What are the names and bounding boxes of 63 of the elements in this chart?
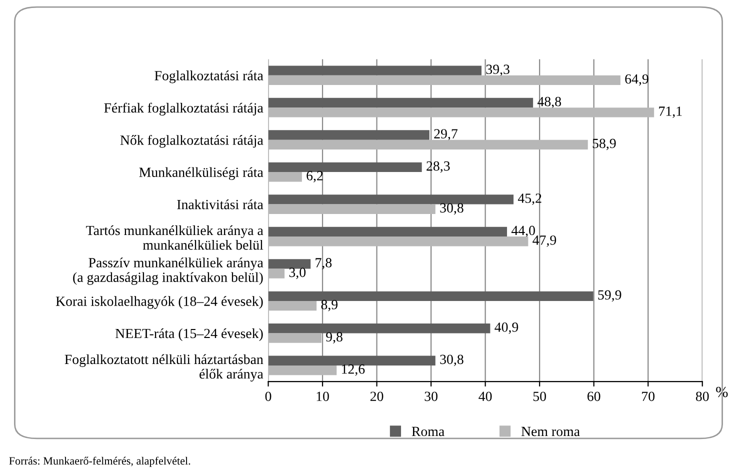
x-tick-label: 40 <box>478 392 492 402</box>
bar <box>268 236 528 246</box>
bar <box>268 194 514 204</box>
bar <box>268 162 422 172</box>
bar <box>268 324 490 334</box>
data-label: 48,8 <box>538 96 562 108</box>
data-label: 29,7 <box>434 129 458 140</box>
data-label: 30,8 <box>440 203 464 215</box>
data-label: 47,9 <box>532 236 556 247</box>
bar <box>268 130 430 140</box>
bar <box>268 172 302 182</box>
y-tick-label: Férfiak foglalkoztatási rátája <box>104 102 264 116</box>
bar <box>268 75 620 86</box>
x-tick-label: 30 <box>424 392 438 402</box>
data-label: 58,9 <box>592 138 616 150</box>
y-tick-label: Korai iskolaelhagyók (18–24 évesek) <box>56 296 263 309</box>
data-label: 6,2 <box>306 171 323 182</box>
data-label: 28,3 <box>426 161 450 173</box>
data-label: 64,9 <box>625 74 648 86</box>
y-tick-label: Passzív munkanélküliek aránya (a gazdaságilag inaktívakon belül) <box>73 258 264 285</box>
x-axis-title: % <box>716 386 728 398</box>
bar <box>268 356 436 366</box>
data-label: 9,8 <box>326 332 342 344</box>
x-tick-label: 60 <box>587 392 600 402</box>
bar <box>268 268 285 278</box>
data-label: 7,8 <box>316 258 332 270</box>
bar <box>268 98 534 108</box>
x-tick-label: 50 <box>533 392 546 402</box>
x-tick-label: 0 <box>265 392 272 402</box>
bar <box>268 108 654 118</box>
data-label: 40,9 <box>494 322 518 334</box>
y-tick-label: Tartós munkanélküliek aránya a munkanélküliek belül <box>86 225 264 250</box>
bar <box>268 333 322 343</box>
data-label: 45,2 <box>518 194 542 205</box>
bar <box>268 365 337 376</box>
data-label: 30,8 <box>440 354 464 366</box>
data-label: 8,9 <box>321 300 338 312</box>
bar <box>268 204 436 214</box>
y-tick-label: Foglalkoztatási ráta <box>154 70 264 84</box>
data-label: 3,0 <box>289 268 306 280</box>
data-label: 59,9 <box>598 290 622 302</box>
x-tick-label: 80 <box>696 392 709 402</box>
bar <box>268 66 482 76</box>
y-tick-label: Munkanélküliségi ráta <box>139 167 264 180</box>
y-tick-label: Foglalkoztatott nélküli háztartásban élők aránya <box>64 354 264 382</box>
text: Forrás: Munkaerő-felmérés, alapfelvétel. <box>9 456 190 467</box>
data-label: 44,0 <box>511 226 535 238</box>
x-tick-label: 20 <box>370 392 384 402</box>
y-tick-label: Inaktivitási ráta <box>177 199 264 210</box>
legend-label: Nem roma <box>521 426 580 436</box>
bar <box>268 300 317 311</box>
bar <box>268 140 588 150</box>
x-tick-label: 70 <box>642 392 655 402</box>
y-tick-label: Nők foglalkoztatási rátája <box>120 134 264 148</box>
bar <box>268 226 508 237</box>
x-tick-label: 10 <box>316 392 329 402</box>
data-label: 71,1 <box>659 106 682 118</box>
bar <box>268 291 594 301</box>
data-label: 12,6 <box>342 364 365 376</box>
legend-label: Roma <box>412 426 444 436</box>
y-tick-label: NEET-ráta (15–24 évesek) <box>115 328 263 342</box>
bar <box>268 259 311 269</box>
data-label: 39,3 <box>486 64 510 76</box>
